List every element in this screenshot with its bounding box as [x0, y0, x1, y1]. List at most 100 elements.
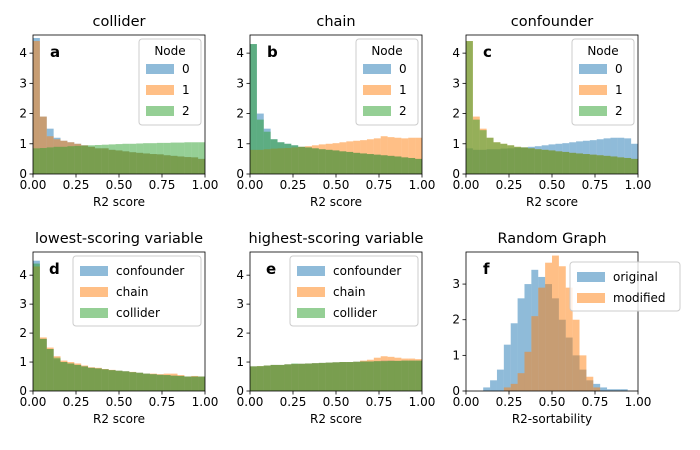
bar-a-2-6 [74, 145, 82, 174]
bar-c-0-23 [624, 138, 632, 174]
bar-b-2-0 [250, 44, 257, 174]
bar-f-0-19 [613, 389, 621, 391]
bar-c-2-10 [534, 149, 542, 174]
bar-d-2-4 [60, 362, 68, 391]
bar-e-2-8 [305, 363, 312, 391]
bar-e-2-24 [415, 360, 422, 391]
x-tick-label: 0.50 [323, 395, 350, 409]
panel-f: 0.00 0.25 0.50 0.75 1.00 0 1 2 3 Random Graph R2-s… [452, 231, 681, 426]
bar-d-2-6 [74, 364, 82, 391]
legend-label: 0 [615, 62, 623, 76]
bar-f-1-12 [565, 287, 573, 391]
x-tick-label: 0.50 [539, 395, 566, 409]
y-tick-label: 1 [236, 137, 244, 151]
bar-a-2-21 [177, 142, 185, 174]
bar-d-2-9 [94, 368, 102, 391]
bar-e-2-23 [408, 360, 416, 391]
legend: Node 0 1 2 [571, 38, 635, 126]
bar-a-2-17 [149, 143, 157, 174]
bar-e-2-4 [277, 364, 285, 391]
x-tick-label: 1.00 [625, 395, 652, 409]
bar-a-2-8 [88, 145, 95, 174]
bar-f-1-9 [545, 262, 552, 391]
legend-swatch [363, 106, 391, 116]
bar-b-1-24 [415, 137, 422, 174]
y-tick-label: 0 [452, 384, 460, 398]
x-tick-label: 0.00 [237, 178, 264, 192]
bars [250, 356, 422, 391]
y-tick-label: 3 [452, 277, 460, 291]
panel-letter: c [483, 43, 492, 61]
legend-title: Node [371, 44, 402, 58]
bar-f-1-5 [517, 373, 525, 391]
legend-swatch [297, 308, 325, 318]
bar-f-1-13 [572, 319, 580, 391]
bar-c-2-21 [610, 156, 618, 174]
bar-b-2-7 [298, 146, 306, 174]
panel-d: 0.00 0.25 0.50 0.75 1.00 0 1 2 3 4 lowest-scoring … [19, 231, 218, 426]
y-tick-label: 0 [19, 167, 27, 181]
bar-a-2-22 [184, 142, 192, 174]
legend-label: 2 [615, 104, 623, 118]
bar-d-2-12 [115, 370, 123, 391]
y-tick-label: 2 [452, 313, 460, 327]
bar-b-2-6 [291, 145, 299, 174]
bar-e-2-11 [325, 362, 333, 391]
legend-swatch [80, 287, 108, 297]
x-tick-label: 0.00 [20, 395, 47, 409]
bar-f-0-4 [510, 323, 518, 391]
bar-f-1-16 [593, 387, 601, 391]
bar-b-2-13 [339, 151, 347, 174]
x-tick-label: 0.00 [20, 178, 47, 192]
x-tick-label: 0.50 [106, 395, 133, 409]
bar-c-2-3 [486, 137, 494, 174]
x-tick-label: 0.75 [366, 178, 393, 192]
bar-b-2-1 [256, 119, 264, 174]
bar-e-2-19 [380, 361, 388, 391]
panel-title: highest-scoring variable [249, 231, 424, 247]
bar-c-2-11 [541, 149, 549, 174]
bar-b-1-21 [394, 137, 402, 174]
legend-swatch [297, 266, 325, 276]
bar-d-2-13 [122, 371, 130, 391]
legend-label: chain [333, 285, 366, 299]
y-tick-label: 2 [19, 107, 27, 121]
bar-b-2-4 [277, 142, 285, 174]
bar-b-2-22 [401, 157, 409, 174]
panel-c: 0.00 0.25 0.50 0.75 1.00 0 1 2 3 4 confounder R2 sc… [452, 14, 651, 209]
x-tick-label: 0.25 [496, 395, 523, 409]
bar-a-2-0 [33, 148, 40, 174]
legend: original modified [569, 261, 681, 312]
y-tick-label: 2 [236, 326, 244, 340]
bars [250, 44, 422, 174]
legend: Node 0 1 2 [138, 38, 202, 126]
y-tick-label: 2 [19, 326, 27, 340]
bar-d-2-14 [129, 372, 137, 391]
bar-b-2-11 [325, 149, 333, 174]
panel-letter: f [483, 260, 490, 278]
legend-box [138, 38, 202, 126]
bar-b-2-10 [318, 149, 326, 174]
legend-label: collider [116, 306, 160, 320]
legend-swatch [577, 272, 605, 282]
bar-a-2-5 [67, 146, 75, 174]
legend-swatch [146, 85, 174, 95]
bar-e-2-16 [360, 361, 367, 391]
bar-a-2-24 [198, 142, 205, 174]
bar-f-0-18 [607, 389, 614, 391]
legend-swatch [297, 287, 325, 297]
bar-f-1-15 [586, 376, 594, 391]
y-tick-label: 4 [236, 46, 244, 60]
bar-f-1-4 [510, 383, 518, 391]
bar-e-2-7 [298, 363, 306, 391]
y-tick-label: 1 [19, 137, 27, 151]
bar-f-1-6 [524, 351, 532, 391]
bar-c-2-19 [596, 155, 604, 174]
legend-label: 1 [615, 83, 623, 97]
x-tick-label: 1.00 [625, 178, 652, 192]
bar-f-1-7 [531, 316, 539, 391]
x-tick-label: 0.75 [582, 395, 609, 409]
panel-b: 0.00 0.25 0.50 0.75 1.00 0 1 2 3 4 chain R2 score b N… [236, 14, 435, 209]
legend-label: confounder [116, 264, 184, 278]
x-tick-label: 0.50 [106, 178, 133, 192]
